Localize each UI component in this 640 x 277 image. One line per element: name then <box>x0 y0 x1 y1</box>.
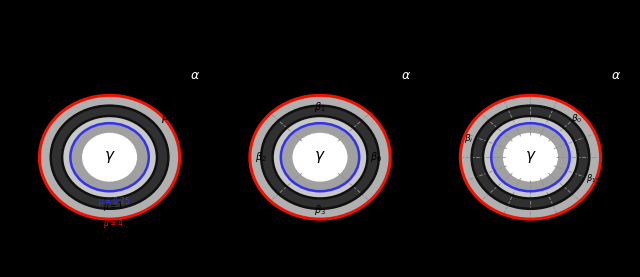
Text: $\beta$: $\beta$ <box>161 107 170 125</box>
Ellipse shape <box>273 116 367 199</box>
Text: $\beta_0$: $\beta_0$ <box>370 150 382 164</box>
Text: $\beta_1$: $\beta_1$ <box>314 100 326 114</box>
Ellipse shape <box>281 123 359 191</box>
Ellipse shape <box>261 106 379 209</box>
Ellipse shape <box>293 134 347 181</box>
Ellipse shape <box>483 116 578 199</box>
Text: $\mu=4$: $\mu=4$ <box>103 217 124 230</box>
Text: $K = 1$: $K = 1$ <box>90 23 129 39</box>
Text: $\mu=1$: $\mu=1$ <box>104 199 124 212</box>
Ellipse shape <box>62 116 157 199</box>
Text: $\gamma$: $\gamma$ <box>314 149 326 165</box>
Text: $\alpha$: $\alpha$ <box>611 68 621 81</box>
Ellipse shape <box>40 95 180 219</box>
Ellipse shape <box>70 123 148 191</box>
Ellipse shape <box>51 106 168 209</box>
Text: $\beta_{15}$: $\beta_{15}$ <box>586 173 600 186</box>
Text: $\mu=0.25$: $\mu=0.25$ <box>97 195 130 208</box>
Ellipse shape <box>83 134 136 181</box>
Text: $\alpha$: $\alpha$ <box>401 68 411 81</box>
Text: $K = 4$: $K = 4$ <box>300 23 340 39</box>
Text: $\beta_i$: $\beta_i$ <box>464 132 474 145</box>
Ellipse shape <box>492 123 570 191</box>
Ellipse shape <box>460 95 600 219</box>
Text: $\beta_2$: $\beta_2$ <box>255 150 267 164</box>
Text: $\gamma$: $\gamma$ <box>104 149 115 165</box>
Ellipse shape <box>250 95 390 219</box>
Ellipse shape <box>504 134 557 181</box>
Text: $\beta_0$: $\beta_0$ <box>572 112 582 125</box>
Ellipse shape <box>472 106 589 209</box>
Text: $\alpha$: $\alpha$ <box>190 68 200 81</box>
Text: $\beta_3$: $\beta_3$ <box>314 203 326 217</box>
Text: $\gamma$: $\gamma$ <box>525 149 536 165</box>
Text: $K = 16$: $K = 16$ <box>506 23 555 39</box>
